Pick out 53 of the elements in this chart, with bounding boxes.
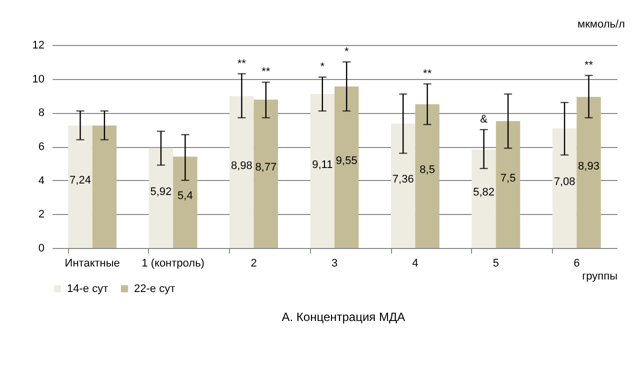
- data-label: 7,5: [500, 172, 516, 184]
- text: А. Концентрация МДА: [282, 310, 406, 324]
- annotation: **: [237, 58, 247, 70]
- annotation: *: [320, 61, 326, 74]
- bar: [496, 121, 520, 248]
- annotation: **: [262, 66, 271, 78]
- x-axis-title: группы: [582, 270, 618, 282]
- y-axis-title: мкмоль/л: [578, 18, 625, 30]
- legend-label: 22-е сут: [134, 282, 176, 295]
- y-tick-label: 8: [38, 107, 44, 120]
- bar: [576, 96, 601, 248]
- x-tick-label: 6: [574, 258, 580, 270]
- y-tick-label: 12: [32, 40, 44, 52]
- data-label: 5,82: [473, 186, 495, 199]
- data-label: 8,77: [255, 162, 277, 174]
- bar: [334, 86, 359, 248]
- annotation: &: [480, 114, 488, 126]
- data-label: 8,98: [230, 160, 252, 172]
- data-label: 5,4: [178, 190, 193, 202]
- bar: [472, 150, 496, 248]
- bar: [148, 148, 174, 248]
- bar: [415, 104, 440, 248]
- annotation: *: [344, 46, 350, 58]
- data-label: 7,36: [392, 174, 414, 186]
- legend-label: 14-е сут: [67, 282, 108, 295]
- data-label: 8,5: [420, 164, 435, 176]
- annotation: **: [584, 59, 594, 72]
- bar: [230, 96, 254, 248]
- bar: [92, 126, 117, 248]
- data-label: 9,11: [312, 158, 333, 171]
- x-tick-label: 5: [492, 258, 499, 270]
- bar: [391, 123, 416, 248]
- data-label: 7,24: [70, 174, 91, 187]
- x-tick-label: 4: [412, 258, 418, 270]
- annotation: **: [423, 68, 432, 80]
- x-tick-label: 1 (контроль): [142, 258, 204, 270]
- x-tick-label: Интактные: [64, 258, 120, 270]
- bar: [173, 156, 198, 248]
- data-label: 9,55: [336, 155, 358, 168]
- bar: [254, 100, 278, 248]
- y-tick-label: 2: [38, 208, 44, 221]
- data-label: 7,08: [554, 176, 576, 188]
- bar: [310, 94, 334, 248]
- x-tick-label: 2: [250, 258, 257, 270]
- data-label: 8,93: [578, 160, 600, 172]
- bar: [552, 128, 577, 248]
- data-label: 5,92: [150, 186, 172, 198]
- y-tick-label: 0: [38, 242, 44, 254]
- x-tick-label: 3: [331, 258, 338, 270]
- bar: [68, 126, 92, 248]
- y-tick-label: 10: [32, 73, 44, 86]
- y-tick-label: 6: [38, 141, 44, 153]
- y-tick-label: 4: [38, 174, 44, 187]
